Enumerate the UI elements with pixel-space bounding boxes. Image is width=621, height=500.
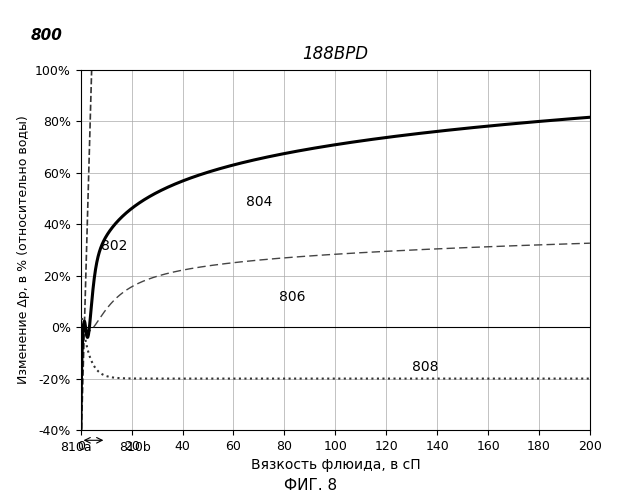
Y-axis label: Изменение Δp, в % (относительно воды): Изменение Δp, в % (относительно воды) bbox=[17, 116, 30, 384]
X-axis label: Вязкость флюида, в сП: Вязкость флюида, в сП bbox=[250, 458, 420, 472]
Text: 810a: 810a bbox=[60, 440, 92, 454]
Text: ФИГ. 8: ФИГ. 8 bbox=[284, 478, 337, 492]
Title: 188BPD: 188BPD bbox=[302, 45, 368, 63]
Text: 808: 808 bbox=[412, 360, 438, 374]
Text: 810b: 810b bbox=[119, 440, 151, 454]
Text: 804: 804 bbox=[246, 196, 273, 209]
Text: 800: 800 bbox=[31, 28, 63, 43]
Text: 806: 806 bbox=[279, 290, 306, 304]
Text: 802: 802 bbox=[101, 239, 127, 253]
